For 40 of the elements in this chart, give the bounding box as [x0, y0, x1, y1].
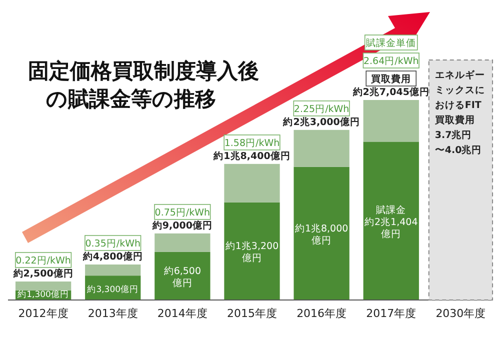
x-tick-label: 2030年度	[436, 307, 486, 320]
x-tick-label: 2013年度	[88, 307, 138, 320]
annotation: 0.75円/kWh	[154, 207, 210, 218]
bar	[224, 164, 280, 202]
total-label: 約1兆8,400億円	[212, 150, 290, 162]
annotation: 0.35円/kWh	[85, 238, 141, 250]
annotation: 0.22円/kWh	[16, 256, 71, 267]
total-label: 約2兆3,000億円	[282, 116, 360, 128]
data-label: 約1兆8,000 億円	[294, 222, 348, 246]
bar	[363, 100, 419, 142]
series-label: 買取費用	[370, 73, 412, 85]
text: 2.64円/kWh	[363, 56, 419, 67]
band-label: エネルギーミックスにおけるFIT買取費用3.7兆円〜4.0兆円	[434, 69, 485, 156]
total-label: 約4,800億円	[82, 250, 143, 263]
annotation: 1.58円/kWh	[224, 138, 280, 149]
data-label: 約1兆3,200 億円	[225, 240, 279, 264]
bar	[154, 233, 210, 252]
bar	[85, 264, 141, 276]
chart-title: 固定価格買取制度導入後の賦課金等の推移	[28, 59, 259, 111]
x-tick-label: 2012年度	[18, 307, 68, 320]
bar	[363, 142, 419, 300]
data-label: 約1,300億円	[18, 289, 69, 300]
bar	[294, 130, 350, 167]
series-label: 賦課金	[376, 204, 406, 216]
x-tick-label: 2015年度	[227, 307, 277, 320]
x-tick-label: 2017年度	[366, 307, 416, 320]
x-tick-label: 2014年度	[157, 307, 208, 320]
bar	[154, 252, 210, 300]
x-tick-label: 2016年度	[296, 307, 347, 320]
total-label: 約2,500億円	[12, 268, 74, 280]
data-label: 約6,500 億円	[164, 266, 202, 289]
bar	[15, 282, 72, 290]
total-label: 約9,000億円	[151, 219, 212, 232]
bar	[294, 166, 350, 300]
bar	[224, 202, 280, 300]
data-label: 約3,300億円	[87, 284, 139, 295]
annotation: 2.25円/kWh	[294, 104, 350, 115]
total-label: 約2兆7,045億円	[352, 86, 430, 98]
data-label: 約2兆1,404 億円	[364, 216, 418, 240]
text: 賦課金単価	[366, 37, 416, 49]
